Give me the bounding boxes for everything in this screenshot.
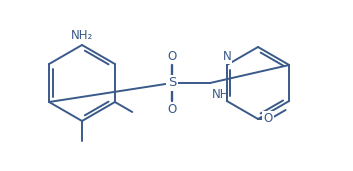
Text: NH₂: NH₂ — [71, 29, 93, 42]
Text: O: O — [167, 50, 176, 63]
Text: N: N — [222, 50, 231, 63]
Text: O: O — [263, 113, 273, 126]
Text: NH: NH — [212, 88, 229, 101]
Text: S: S — [168, 76, 176, 89]
Text: O: O — [167, 103, 176, 116]
